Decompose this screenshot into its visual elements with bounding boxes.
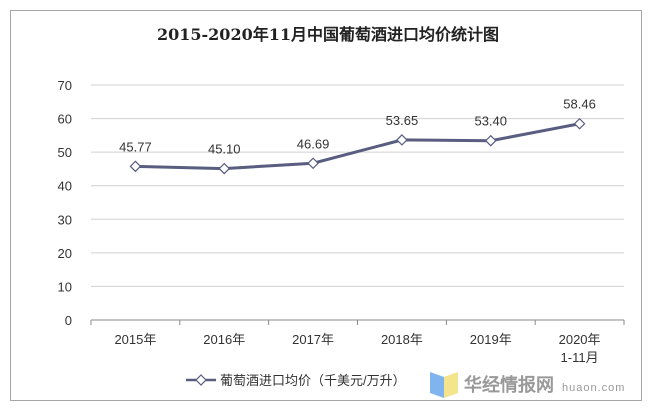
watermark-url: huaon.com — [562, 382, 625, 394]
y-tick-label: 30 — [58, 212, 72, 227]
watermark-logo-icon — [430, 372, 444, 398]
y-tick-label: 60 — [58, 112, 72, 127]
y-tick-label: 20 — [58, 246, 72, 261]
x-tick-label: 2018年 — [381, 332, 423, 347]
data-point — [129, 160, 142, 173]
data-label: 45.77 — [119, 139, 152, 154]
data-point — [218, 162, 231, 175]
y-tick-label: 10 — [58, 279, 72, 294]
data-label: 46.69 — [297, 136, 330, 151]
chart-frame — [10, 10, 642, 401]
y-tick-label: 0 — [65, 313, 72, 328]
x-tick-label: 2016年 — [203, 332, 245, 347]
data-point — [396, 134, 408, 146]
data-label: 58.46 — [563, 97, 596, 112]
y-tick-label: 70 — [58, 78, 72, 93]
series-line — [135, 122, 580, 171]
data-point — [307, 157, 319, 170]
watermark: 华经情报网 huaon.com — [430, 372, 625, 398]
data-label: 45.10 — [208, 142, 241, 157]
x-tick-label: 1-11月 — [561, 350, 599, 365]
data-label: 53.65 — [386, 113, 419, 128]
data-label: 53.40 — [474, 114, 507, 129]
watermark-logo-icon — [444, 372, 458, 398]
data-point — [573, 117, 586, 130]
chart-title: 2015-2020年11月中国葡萄酒进口均价统计图 — [157, 25, 499, 44]
x-tick-label: 2017年 — [292, 332, 334, 347]
legend-marker-icon — [195, 374, 207, 386]
legend-label: 葡萄酒进口均价（千美元/万升） — [220, 373, 406, 388]
y-tick-label: 50 — [58, 145, 72, 160]
x-tick-label: 2019年 — [470, 332, 512, 347]
y-tick-label: 40 — [58, 179, 72, 194]
data-point — [484, 134, 497, 147]
watermark-name: 华经情报网 — [464, 374, 554, 395]
x-tick-label: 2015年 — [114, 332, 156, 347]
x-tick-label: 2020年 — [559, 332, 601, 347]
legend: 葡萄酒进口均价（千美元/万升） — [186, 373, 406, 388]
